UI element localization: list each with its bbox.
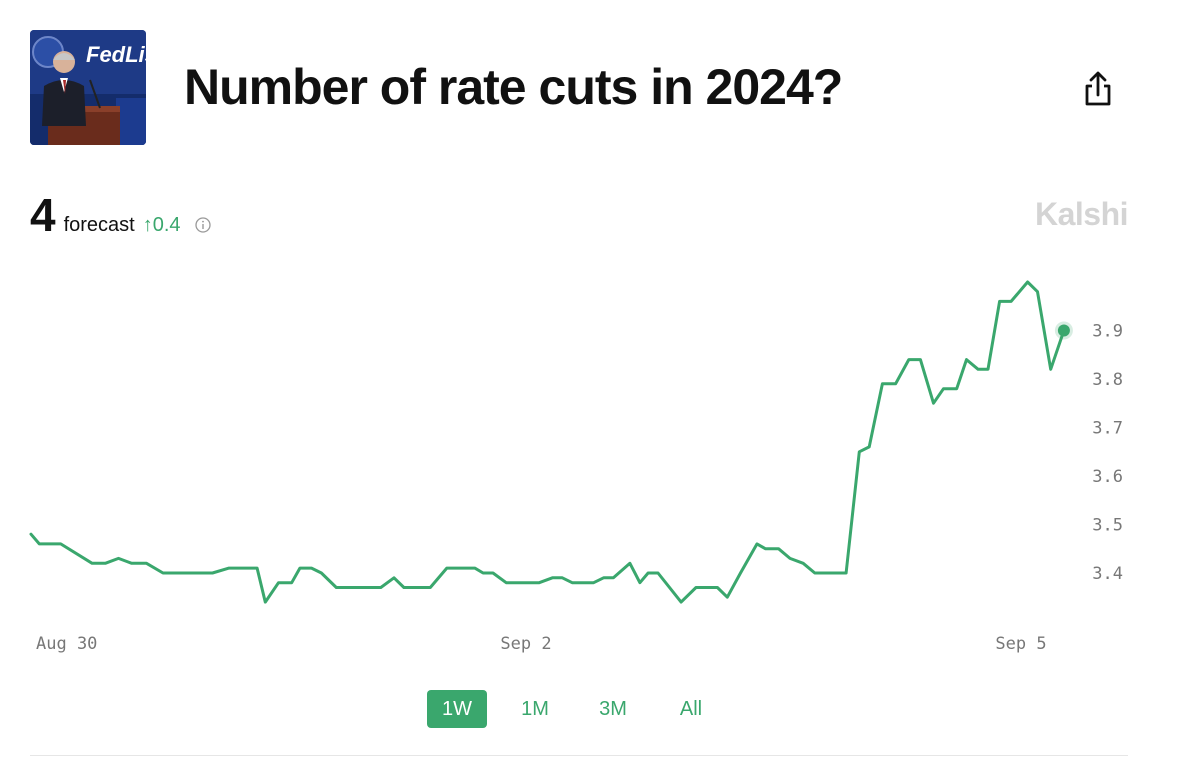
range-tab-3m[interactable]: 3M: [599, 697, 627, 720]
y-axis: 3.4 3.5 3.6 3.7 3.8 3.9: [1092, 322, 1123, 585]
x-axis: Aug 30 Sep 2 Sep 5: [36, 634, 1047, 654]
share-button[interactable]: [1078, 68, 1118, 110]
x-tick-label: Aug 30: [36, 634, 97, 654]
page-title: Number of rate cuts in 2024?: [184, 59, 843, 115]
range-tab-all[interactable]: All: [679, 697, 703, 720]
brand-logo: Kalshi: [1034, 196, 1129, 232]
info-icon[interactable]: [194, 217, 211, 233]
y-tick-label: 3.7: [1092, 419, 1123, 439]
market-thumbnail: FedListens: [30, 30, 146, 145]
forecast-summary: 4 forecast ↑0.4: [30, 192, 211, 242]
thumbnail-logo-text: FedListens: [86, 42, 146, 67]
forecast-label: forecast: [63, 214, 135, 236]
x-tick-label: Sep 2: [500, 634, 551, 654]
forecast-chart: 3.4 3.5 3.6 3.7 3.8 3.9 Aug 30 Sep 2 Sep 5: [29, 280, 1123, 654]
y-tick-label: 3.6: [1092, 467, 1123, 487]
divider: [30, 755, 1128, 756]
range-tab-1w[interactable]: 1W: [427, 690, 487, 728]
y-tick-label: 3.9: [1092, 322, 1123, 342]
speaker-photo: FedListens: [30, 30, 146, 145]
forecast-value: 4: [30, 189, 56, 241]
y-tick-label: 3.8: [1092, 370, 1123, 390]
x-tick-label: Sep 5: [995, 634, 1046, 654]
share-icon: [1085, 71, 1111, 106]
plot-area: [29, 280, 1073, 604]
range-selector: 1W 1M 3M All: [427, 690, 721, 728]
y-tick-label: 3.5: [1092, 516, 1123, 536]
series-line: [29, 280, 1066, 604]
range-tab-1m[interactable]: 1M: [521, 697, 549, 720]
y-tick-label: 3.4: [1092, 564, 1123, 584]
latest-point: [1057, 324, 1070, 337]
forecast-change: ↑0.4: [142, 214, 181, 236]
